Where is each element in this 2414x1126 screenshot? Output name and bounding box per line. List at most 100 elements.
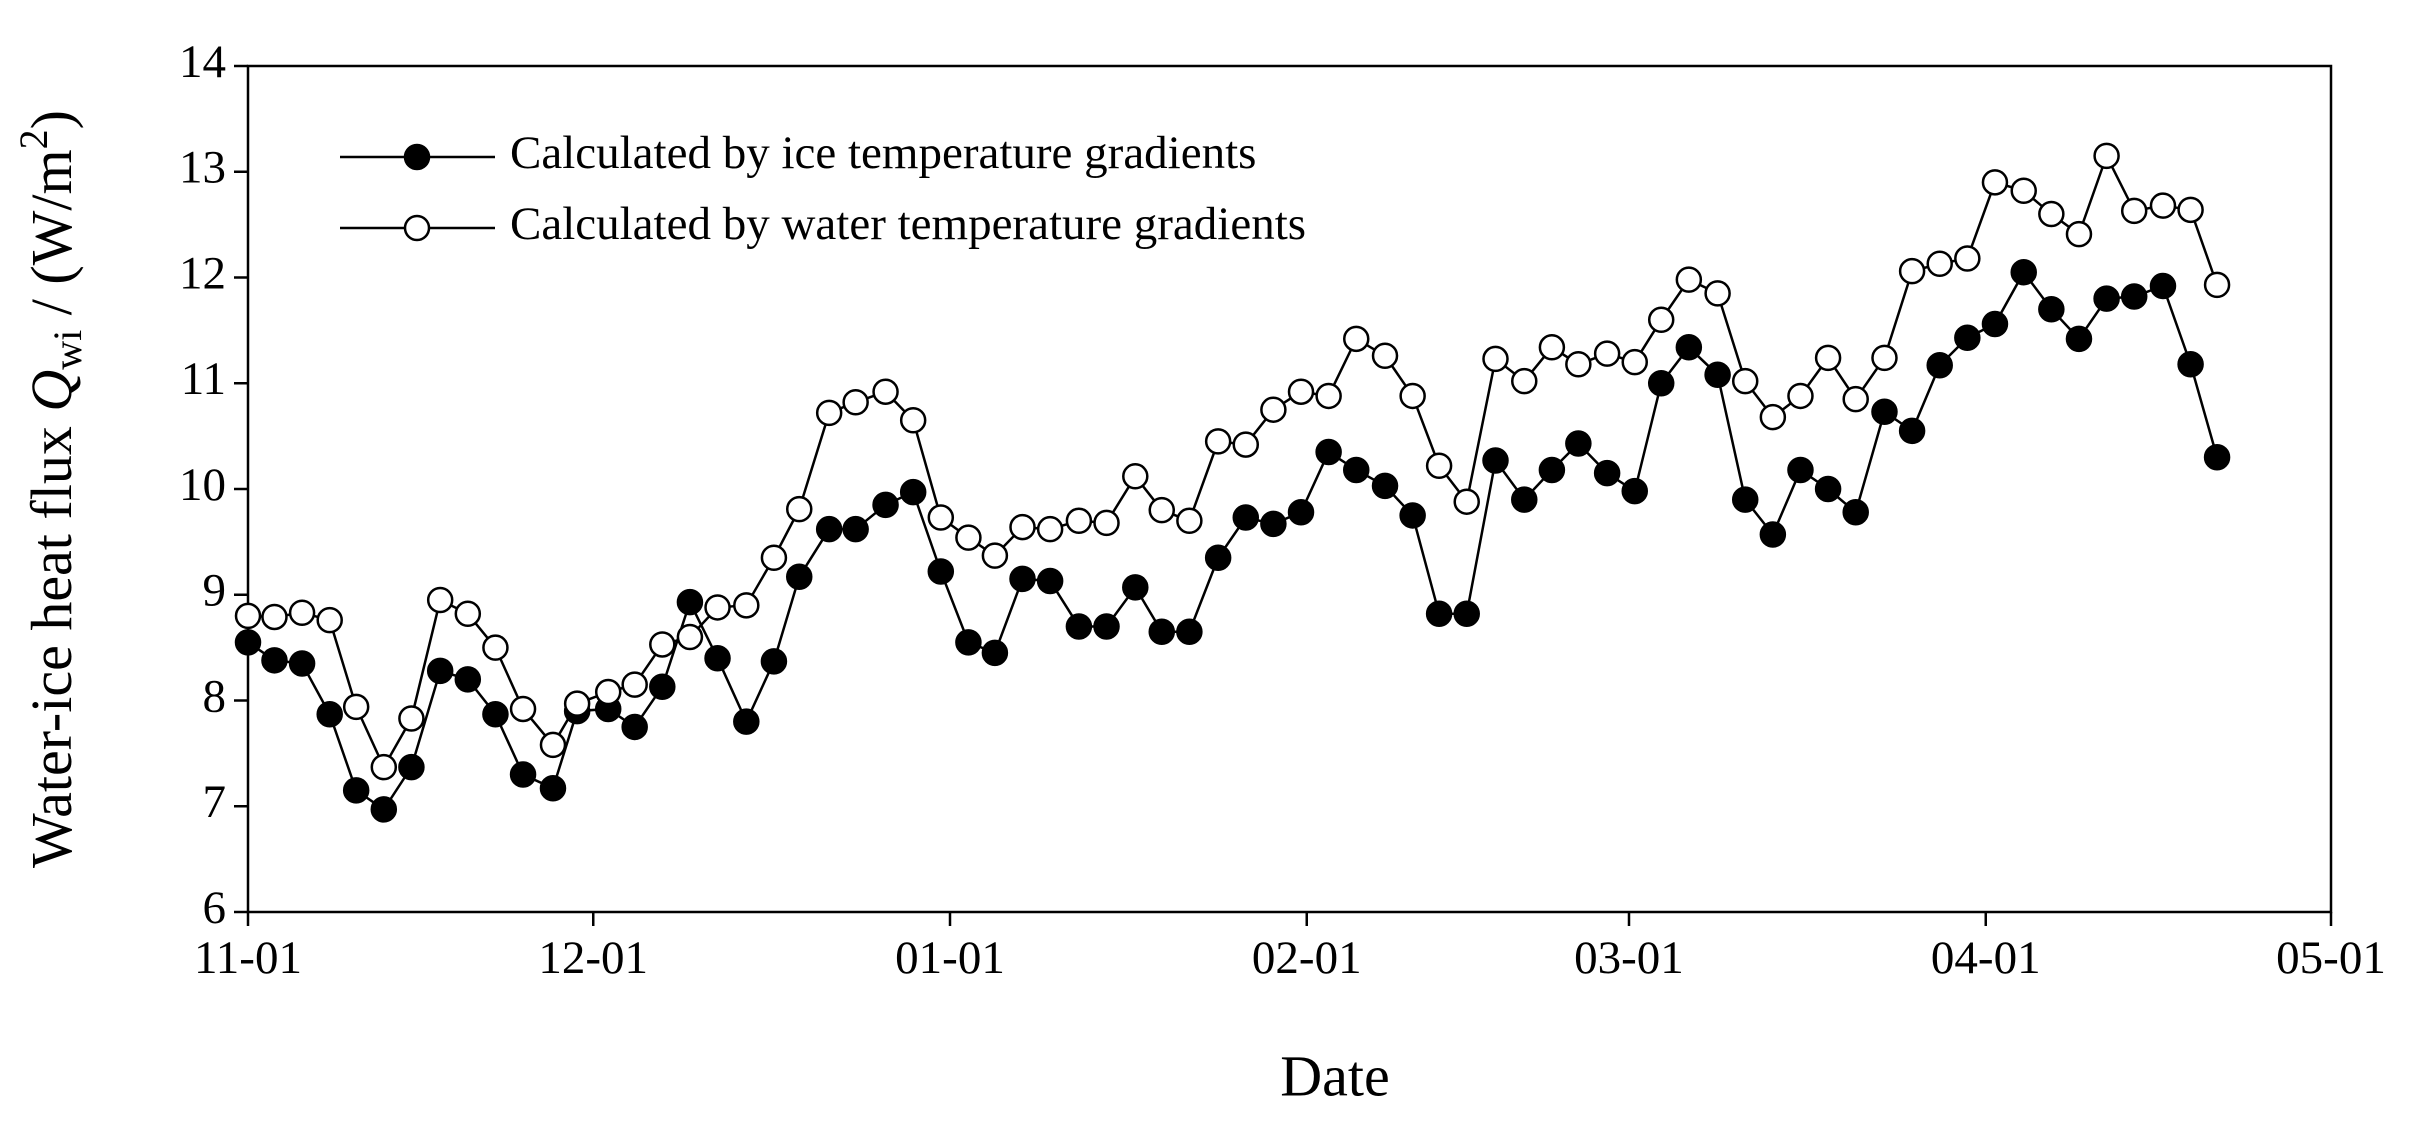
y-title-subscript: wi xyxy=(45,330,90,370)
y-title-part: ) xyxy=(19,110,84,129)
data-point xyxy=(1871,398,1898,426)
data-point xyxy=(2093,142,2120,170)
data-point xyxy=(1538,456,1566,484)
data-point xyxy=(1093,509,1120,537)
data-point xyxy=(1704,280,1731,307)
data-point xyxy=(370,753,398,781)
data-point xyxy=(1425,452,1453,479)
data-point xyxy=(1731,367,1759,395)
data-point xyxy=(2149,272,2177,300)
data-point xyxy=(1093,613,1120,640)
x-tick-label: 05-01 xyxy=(2276,932,2386,984)
data-point xyxy=(815,399,843,427)
data-point xyxy=(2010,177,2037,205)
data-point xyxy=(2177,196,2204,224)
data-point xyxy=(1981,310,2009,338)
data-point xyxy=(1787,456,1814,484)
data-point xyxy=(1926,250,1953,278)
data-point xyxy=(1122,463,1149,490)
data-point xyxy=(1036,567,1064,595)
x-tick-label: 03-01 xyxy=(1574,932,1684,984)
data-point xyxy=(842,389,869,416)
x-tick-label: 04-01 xyxy=(1931,932,2041,984)
data-point xyxy=(2120,283,2148,310)
data-point xyxy=(1148,496,1176,524)
data-point xyxy=(1842,385,1869,413)
y-tick-label: 7 xyxy=(203,776,227,828)
data-point xyxy=(649,673,676,701)
data-point xyxy=(288,599,316,626)
data-point xyxy=(1399,382,1426,410)
legend-marker xyxy=(403,214,431,242)
data-point xyxy=(482,700,509,728)
data-point xyxy=(1675,266,1703,293)
data-point xyxy=(1647,306,1675,334)
data-point xyxy=(1898,417,1926,445)
y-title-part: Water-ice heat flux xyxy=(19,412,84,868)
data-point xyxy=(426,586,454,614)
data-point xyxy=(234,629,262,656)
data-point xyxy=(454,666,482,693)
data-point xyxy=(1871,344,1898,372)
data-point xyxy=(1511,486,1538,513)
data-point xyxy=(1315,382,1342,410)
data-point xyxy=(398,705,425,732)
data-point xyxy=(1759,521,1787,548)
data-point xyxy=(899,478,927,506)
data-point xyxy=(1814,344,1842,372)
data-point xyxy=(261,603,288,631)
data-point xyxy=(342,777,370,804)
data-point xyxy=(539,775,567,802)
x-tick-label: 12-01 xyxy=(538,932,648,984)
data-point xyxy=(1675,334,1703,361)
data-point xyxy=(1511,367,1538,395)
data-point xyxy=(1371,342,1399,370)
data-point xyxy=(733,708,760,735)
data-point xyxy=(342,693,370,721)
data-point xyxy=(621,713,648,741)
data-point xyxy=(1898,257,1926,285)
data-point xyxy=(1204,544,1232,571)
data-point xyxy=(1148,618,1176,646)
data-point xyxy=(704,594,731,621)
data-point xyxy=(1036,515,1064,543)
data-point xyxy=(1342,325,1370,353)
y-tick-label: 8 xyxy=(203,670,227,722)
data-point xyxy=(1482,345,1509,373)
data-point xyxy=(1342,456,1370,484)
x-tick-label: 01-01 xyxy=(895,932,1005,984)
data-point xyxy=(815,515,843,543)
data-point xyxy=(1593,340,1621,367)
data-point xyxy=(676,623,704,651)
y-tick-label: 12 xyxy=(179,247,226,299)
data-point xyxy=(2038,200,2065,228)
data-point xyxy=(1621,348,1648,376)
data-point xyxy=(1065,507,1093,534)
data-point xyxy=(1593,459,1621,487)
data-point xyxy=(594,678,622,706)
data-point xyxy=(1981,169,2009,196)
data-point xyxy=(955,629,982,656)
legend-label: Calculated by water temperature gradient… xyxy=(510,198,1306,250)
data-point xyxy=(316,700,343,728)
data-point xyxy=(927,504,955,531)
data-point xyxy=(1814,475,1842,503)
data-point xyxy=(1232,504,1260,531)
x-tick-label: 02-01 xyxy=(1252,932,1362,984)
data-point xyxy=(288,650,316,677)
x-axis-title: Date xyxy=(1280,1043,1390,1108)
data-point xyxy=(1122,574,1149,601)
data-point xyxy=(785,563,813,591)
data-point xyxy=(927,558,955,585)
data-point xyxy=(1926,352,1953,379)
data-point xyxy=(261,647,288,674)
data-point xyxy=(1565,350,1592,378)
data-point xyxy=(1538,334,1566,361)
data-point xyxy=(760,648,788,675)
data-point xyxy=(1704,361,1731,389)
data-point xyxy=(1759,403,1787,431)
data-point xyxy=(2010,258,2037,286)
data-point xyxy=(1842,499,1869,526)
data-point xyxy=(1954,245,1981,272)
